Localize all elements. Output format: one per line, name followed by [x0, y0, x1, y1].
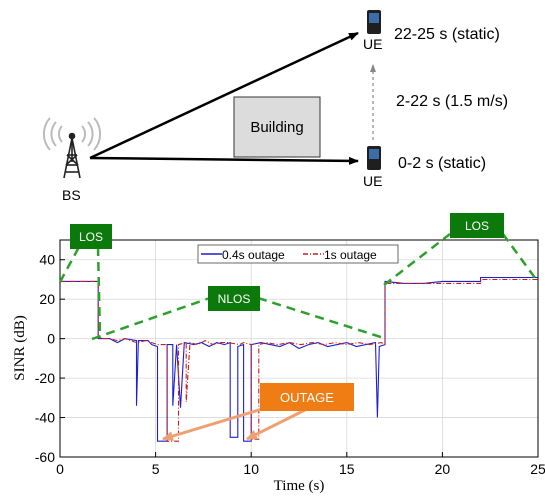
- y-tick-label: -40: [35, 410, 55, 426]
- phone-bottom-icon: [367, 146, 381, 170]
- outage-label: OUTAGE: [280, 390, 334, 405]
- phase-middle-label: 2-22 s (1.5 m/s): [396, 93, 508, 110]
- base-station-icon: [63, 132, 81, 179]
- outage-box: [260, 383, 354, 411]
- legend-box: [197, 244, 399, 264]
- legend-label-1: 1s outage: [324, 248, 377, 262]
- x-tick-label: 10: [243, 461, 259, 477]
- los-right-box: [450, 213, 504, 238]
- y-tick-label: 20: [39, 291, 55, 307]
- phase-top-label: 22-25 s (static): [394, 26, 500, 43]
- series-layer: [60, 276, 538, 442]
- nlos-box: [208, 286, 260, 311]
- x-tick-label: 15: [339, 461, 355, 477]
- series-line-1: [60, 278, 538, 442]
- ue-top-label: UE: [363, 36, 382, 52]
- x-tick-label: 25: [530, 461, 545, 477]
- plot-frame: [59, 239, 539, 458]
- signal-waves-icon: [42, 117, 102, 151]
- outage-arrow-left: [162, 404, 273, 441]
- path-to-ue-top: [89, 31, 359, 160]
- y-tick-label: 40: [39, 252, 55, 268]
- nlos-label: NLOS: [218, 292, 251, 306]
- y-tick-label: 0: [47, 331, 55, 347]
- ue-bottom-label: UE: [363, 173, 382, 189]
- path-to-ue-bottom: [89, 156, 359, 165]
- los-left-label: LOS: [79, 230, 103, 244]
- building-label: Building: [250, 119, 303, 136]
- bs-label: BS: [62, 187, 81, 203]
- y-tick-label: -60: [35, 449, 55, 465]
- x-ticks: 0 5 10 15 20 25: [56, 452, 545, 477]
- y-ticks: -60 -40 -20 0 20 40: [35, 252, 65, 465]
- y-axis-label: SINR (dB): [12, 315, 28, 380]
- legend-label-0: 0.4s outage: [222, 248, 285, 262]
- x-tick-label: 0: [56, 461, 64, 477]
- legend: 0.4s outage 1s outage: [197, 244, 399, 264]
- los-right-label: LOS: [465, 219, 489, 233]
- annotation-guides: [58, 233, 540, 341]
- x-tick-label: 20: [435, 461, 451, 477]
- los-left-box: [70, 224, 112, 249]
- phase-bottom-label: 0-2 s (static): [398, 155, 486, 172]
- phone-top-icon: [367, 10, 381, 34]
- building-box: [233, 96, 321, 158]
- x-tick-label: 5: [152, 461, 160, 477]
- chart: 0 5 10 15 20 25 -60 -40 -20 0 20 40 Time (s) SINR …: [12, 213, 545, 494]
- x-axis-label: Time (s): [274, 478, 325, 494]
- y-tick-label: -20: [35, 370, 55, 386]
- outage-arrow-right: [246, 408, 306, 441]
